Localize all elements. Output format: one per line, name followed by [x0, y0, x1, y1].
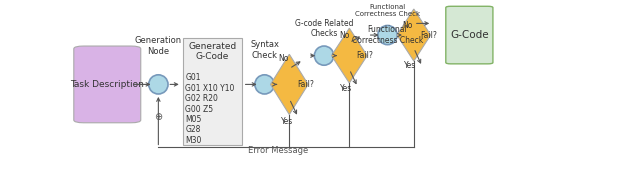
Text: No: No — [402, 21, 413, 30]
Text: G01
G01 X10 Y10
G02 R20
G00 Z5
M05
G28
M30: G01 G01 X10 Y10 G02 R20 G00 Z5 M05 G28 M… — [185, 74, 234, 145]
Polygon shape — [271, 54, 308, 115]
Text: Fail?: Fail? — [356, 51, 373, 60]
Text: ⊕: ⊕ — [154, 112, 163, 122]
Ellipse shape — [255, 75, 274, 94]
Ellipse shape — [314, 46, 333, 65]
Text: Error Message: Error Message — [248, 146, 308, 155]
FancyBboxPatch shape — [446, 6, 493, 64]
Text: Yes: Yes — [404, 61, 416, 70]
Text: Functional
Correctness Check: Functional Correctness Check — [355, 4, 420, 17]
Text: G-code Related
Checks: G-code Related Checks — [295, 19, 353, 38]
Text: No: No — [278, 54, 289, 63]
Text: G-Code: G-Code — [450, 30, 489, 40]
Polygon shape — [397, 9, 431, 61]
Text: No: No — [340, 31, 350, 40]
Text: Fail?: Fail? — [297, 80, 314, 89]
Text: Generated
G-Code: Generated G-Code — [188, 42, 237, 61]
Text: Generation
Node: Generation Node — [135, 36, 182, 56]
FancyBboxPatch shape — [74, 46, 141, 123]
Text: Task Description: Task Description — [70, 80, 144, 89]
Text: Yes: Yes — [281, 117, 294, 126]
Polygon shape — [332, 28, 367, 83]
Ellipse shape — [148, 75, 168, 94]
Text: Functional
Correctness Check: Functional Correctness Check — [352, 25, 423, 45]
Text: Syntax
Check: Syntax Check — [250, 40, 279, 60]
Text: Yes: Yes — [340, 84, 353, 93]
FancyBboxPatch shape — [182, 38, 242, 145]
Ellipse shape — [378, 25, 397, 45]
Text: Fail?: Fail? — [420, 31, 436, 40]
